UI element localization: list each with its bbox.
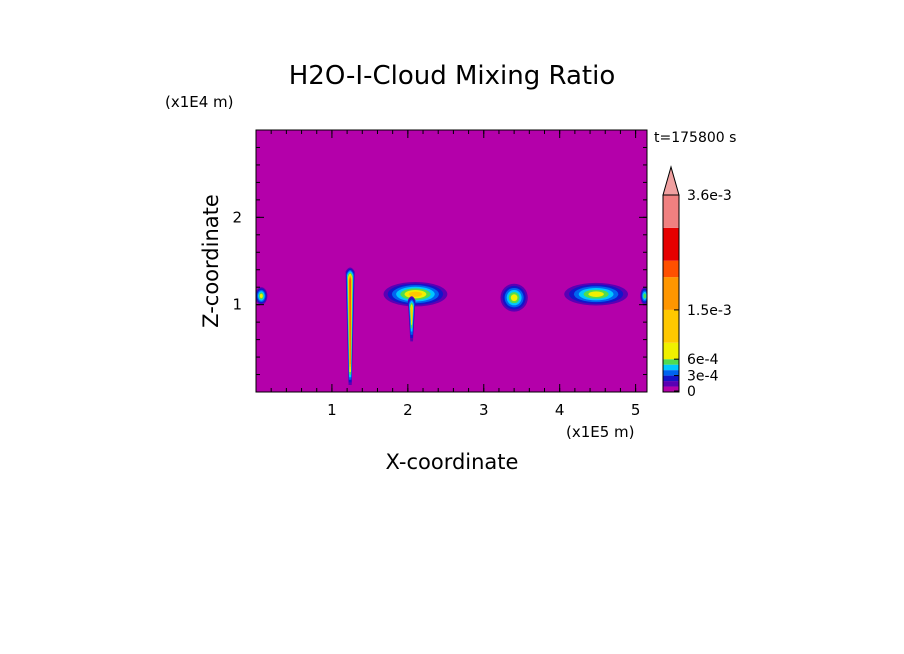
x-unit-label: (x1E5 m) — [566, 423, 635, 441]
colorbar-swatch-10 — [663, 227, 679, 261]
cloud-band-6-4 — [643, 293, 647, 299]
colorbar-tick-label: 3.6e-3 — [687, 188, 732, 204]
x-tick-label: 3 — [479, 401, 489, 419]
cloud-band-2-6 — [408, 291, 423, 297]
colorbar-tick-label: 1.5e-3 — [687, 303, 732, 319]
colorbar-swatch-3 — [663, 370, 679, 376]
y-axis-label: Z-coordinate — [199, 194, 223, 328]
time-label: t=175800 s — [654, 130, 736, 146]
x-tick-label: 5 — [631, 401, 641, 419]
cloud-column-band-1-8 — [349, 277, 351, 365]
colorbar-tick-label: 0 — [687, 384, 696, 400]
x-tick-label: 2 — [403, 401, 413, 419]
plot-frame — [255, 129, 648, 393]
colorbar-swatch-2 — [663, 375, 679, 382]
colorbar-swatch-9 — [663, 260, 679, 278]
colorbar: 03e-46e-4 1.5e-3 3.6e-3 — [662, 165, 732, 400]
colorbar-swatch-1 — [663, 381, 679, 387]
chart-title: H2O-I-Cloud Mixing Ratio — [289, 61, 616, 91]
cloud-band-0-5 — [259, 293, 263, 299]
x-tick-label: 1 — [327, 401, 337, 419]
colorbar-swatch-11 — [663, 195, 679, 228]
x-axis-label: X-coordinate — [386, 450, 519, 474]
colorbar-swatch-7 — [663, 309, 679, 343]
colorbar-swatch-8 — [663, 277, 679, 310]
cloud-features — [256, 267, 647, 386]
colorbar-over-arrow — [662, 165, 680, 196]
colorbar-swatch-6 — [663, 342, 679, 360]
x-tick-label: 4 — [555, 401, 565, 419]
colorbar-swatch-0 — [663, 386, 679, 392]
colorbar-swatch-5 — [663, 359, 679, 365]
cloud-band-5-5 — [588, 291, 604, 297]
y-unit-label: (x1E4 m) — [165, 93, 234, 111]
plot-area: 1 2 3 4 5 1 2 — [232, 129, 648, 419]
cloud-band-4-5 — [510, 294, 518, 302]
colorbar-swatch-4 — [663, 364, 679, 371]
colorbar-tick-label: 3e-4 — [687, 369, 719, 385]
cloud-column-band-3-6 — [410, 305, 413, 322]
y-tick-label: 2 — [232, 208, 242, 226]
axis-ticks: 1 2 3 4 5 1 2 — [232, 130, 647, 419]
plot-background — [256, 130, 647, 392]
colorbar-tick-label: 6e-4 — [687, 352, 719, 368]
y-tick-label: 1 — [232, 296, 242, 314]
